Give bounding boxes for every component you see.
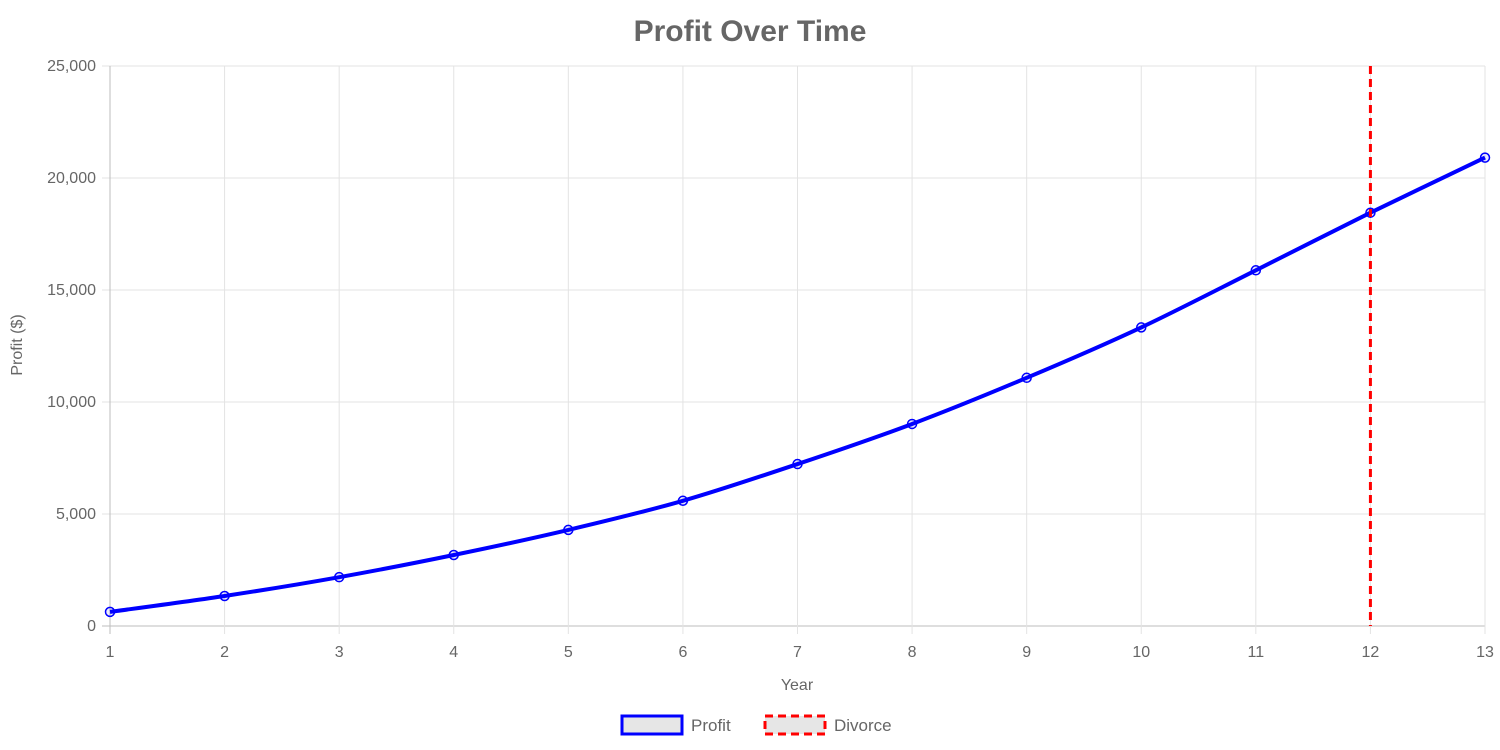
profit-point — [563, 524, 574, 536]
x-tick-label: 11 — [1248, 644, 1265, 661]
chart-title: Profit Over Time — [634, 15, 867, 48]
series-layer — [104, 66, 1491, 626]
x-tick-label: 2 — [220, 644, 229, 661]
legend: Profit Divorce — [620, 714, 892, 736]
x-axis-title: Year — [781, 677, 814, 694]
profit-point — [333, 571, 345, 583]
y-tick-label: 5,000 — [56, 506, 96, 523]
x-tick-label: 4 — [449, 644, 458, 661]
legend-label-divorce: Divorce — [834, 716, 892, 735]
grid-lines — [102, 65, 1486, 634]
y-tick-label: 10,000 — [47, 394, 96, 411]
y-tick-label: 20,000 — [47, 170, 96, 187]
x-tick-label: 3 — [335, 644, 344, 661]
profit-point — [1250, 265, 1262, 276]
profit-line — [109, 155, 1486, 614]
x-tick-label: 6 — [678, 644, 687, 661]
x-tick-label: 7 — [793, 644, 802, 661]
profit-point — [677, 495, 689, 507]
x-axis-ticks: 1 2 3 4 5 6 7 8 9 10 11 12 13 — [106, 644, 1494, 661]
profit-point — [906, 418, 918, 430]
x-tick-label: 5 — [564, 644, 573, 661]
y-tick-label: 15,000 — [47, 282, 96, 299]
profit-point — [792, 458, 803, 470]
x-tick-label: 13 — [1476, 644, 1494, 661]
x-tick-label: 1 — [106, 644, 115, 661]
profit-point — [219, 590, 230, 602]
x-tick-label: 12 — [1362, 644, 1380, 661]
x-tick-label: 9 — [1022, 644, 1031, 661]
legend-swatch-divorce — [763, 714, 827, 736]
legend-swatch-profit — [620, 714, 684, 736]
x-tick-label: 8 — [908, 644, 917, 661]
legend-label-profit: Profit — [691, 716, 731, 735]
y-tick-label: 25,000 — [47, 58, 96, 75]
y-tick-label: 0 — [87, 618, 96, 635]
profit-point — [448, 549, 459, 561]
profit-point — [1136, 322, 1147, 333]
profit-point — [1479, 152, 1491, 163]
y-axis-title: Profit ($) — [9, 314, 26, 375]
profit-point — [104, 606, 116, 618]
x-tick-label: 10 — [1132, 644, 1150, 661]
y-axis-ticks: 0 5,000 10,000 15,000 20,000 25,000 — [47, 58, 96, 635]
profit-point — [1021, 372, 1032, 384]
